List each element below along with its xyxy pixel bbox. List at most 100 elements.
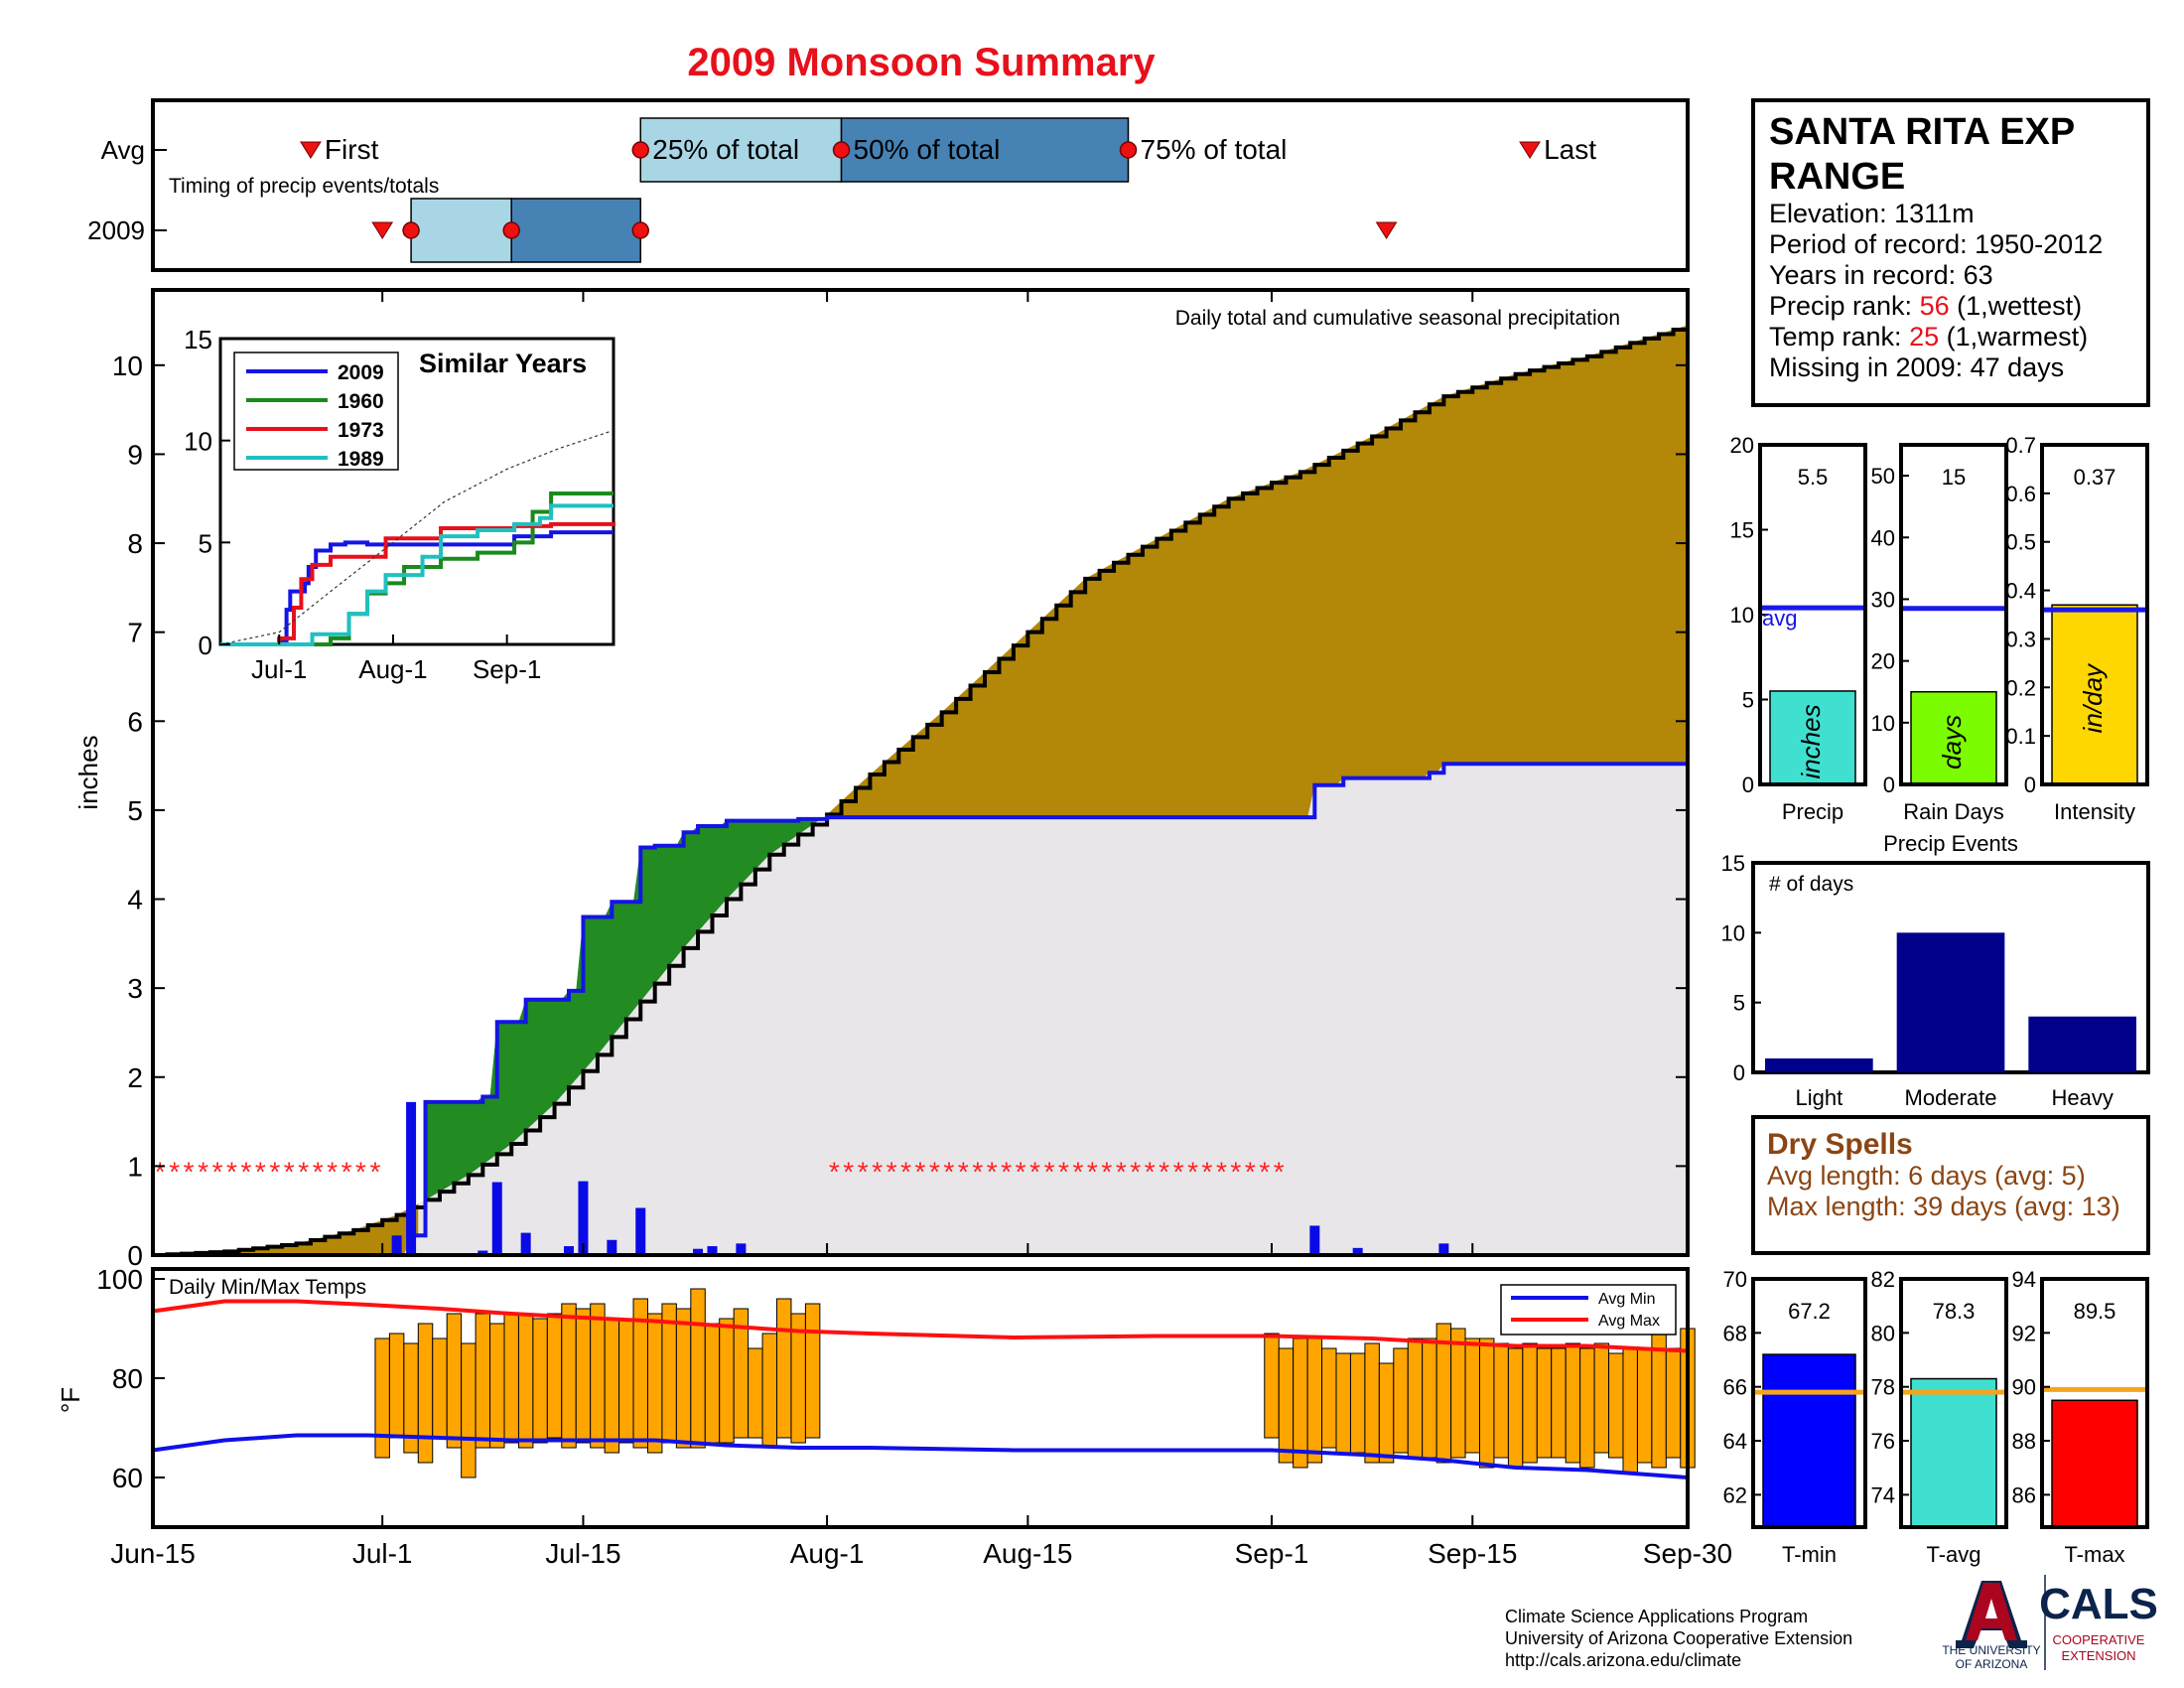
footer-line-3: http://cals.arizona.edu/climate	[1505, 1650, 1741, 1670]
inset-series-1973	[220, 521, 615, 646]
tavg_bar-x-label: T-avg	[1926, 1542, 1980, 1567]
daily-precip-bar	[736, 1243, 747, 1255]
daily-temp-bar	[1551, 1347, 1567, 1459]
missing-day-marker: *	[212, 1156, 223, 1187]
intensity_bar-value-label: 0.37	[2074, 465, 2116, 490]
timing-panel: Avg 2009 First 25% of total 50% of total 75% …	[87, 98, 1690, 272]
precip_bar-unit-label: inches	[1796, 704, 1826, 778]
inset-legend-label: 1973	[338, 419, 384, 442]
missing-day-marker: *	[341, 1156, 352, 1187]
missing-day-marker: *	[1187, 1156, 1198, 1187]
cals-line-1: COOPERATIVE	[2053, 1632, 2145, 1647]
timing-first-triangle	[300, 141, 322, 159]
daily-precip-bar	[693, 1248, 704, 1255]
deficit-fill	[160, 1203, 419, 1255]
elevation: Elevation: 1311m	[1769, 199, 1975, 228]
missing-day-marker: *	[1072, 1156, 1083, 1187]
daily-precip-bar	[406, 1101, 417, 1255]
events-y-tick-label: 5	[1733, 991, 1745, 1016]
station-name: SANTA RITA EXP	[1769, 111, 2075, 153]
daily-temp-bar	[461, 1342, 477, 1478]
daily-temp-bar	[432, 1337, 448, 1439]
missing-day-marker: *	[169, 1156, 180, 1187]
y-tick-label: 3	[127, 973, 143, 1004]
daily-temp-bar	[532, 1318, 548, 1444]
timing-row-label: 2009	[87, 215, 145, 245]
daily-temp-bar	[1349, 1352, 1366, 1454]
dry-spells-frame	[1751, 1115, 2150, 1255]
timing-50-75-box	[510, 198, 642, 263]
daily-precip-bar	[1309, 1225, 1320, 1255]
missing-day-marker: *	[226, 1156, 237, 1187]
raindays_bar-unit-label: days	[1937, 715, 1967, 770]
events-category-label: Moderate	[1905, 1085, 1997, 1110]
daily-temp-bar	[604, 1318, 620, 1454]
missing-day-marker: *	[872, 1156, 883, 1187]
missing-day-marker: *	[255, 1156, 266, 1187]
daily-temp-bar	[1321, 1347, 1337, 1449]
daily-temp-bar	[561, 1303, 577, 1449]
missing-day-marker: *	[1216, 1156, 1227, 1187]
timing-last-triangle	[1375, 221, 1398, 239]
missing-day-marker: *	[858, 1156, 869, 1187]
events-title: Precip Events	[1883, 831, 2018, 856]
intensity_bar-y-tick-label: 0	[2024, 773, 2036, 797]
intensity_bar-y-tick-label: 0.6	[2005, 482, 2036, 506]
x-tick-label: Jul-15	[545, 1538, 620, 1569]
temps-frame	[151, 1267, 1690, 1529]
x-tick-label: Sep-15	[1428, 1538, 1517, 1569]
y-axis-label: inches	[73, 735, 103, 809]
events-bar	[1765, 1057, 1873, 1072]
y-tick-label: 4	[127, 885, 143, 915]
daily-temp-bar	[489, 1323, 505, 1449]
tavg_bar-y-tick-label: 78	[1871, 1375, 1895, 1400]
missing-day-marker: *	[155, 1156, 166, 1187]
temps-y-tick-label: 100	[96, 1264, 143, 1295]
precip_bar-y-tick-label: 0	[1742, 773, 1754, 797]
avg-min-line	[152, 1433, 1689, 1479]
daily-temp-bar	[1378, 1362, 1395, 1464]
daily-temp-bar	[1565, 1342, 1581, 1464]
daily-temp-bar	[1464, 1337, 1480, 1454]
precip_bar-value-bar	[1769, 690, 1856, 785]
timing-title: Timing of precip events/totals	[169, 175, 439, 198]
main-subtitle: Daily total and cumulative seasonal prec…	[1175, 307, 1620, 330]
daily-temp-bar	[546, 1313, 563, 1439]
daily-temp-bar	[761, 1333, 778, 1449]
intensity_bar-y-tick-label: 0.3	[2005, 627, 2036, 651]
timing-last-label: Last	[1544, 134, 1596, 165]
tmax_bar-y-tick-label: 90	[2012, 1375, 2036, 1400]
main-frame	[151, 288, 1690, 1257]
missing-day-marker: *	[1116, 1156, 1127, 1187]
y-tick-label: 1	[127, 1151, 143, 1182]
footer-line-1: Climate Science Applications Program	[1505, 1607, 1808, 1626]
missing-day-marker: *	[355, 1156, 366, 1187]
intensity_bar-x-label: Intensity	[2054, 799, 2135, 824]
ua-line-2: OF ARIZONA	[1956, 1657, 2028, 1671]
raindays_bar-y-tick-label: 50	[1871, 464, 1895, 489]
timing-p25-label: 25% of total	[652, 134, 799, 165]
daily-precip-bar	[1352, 1247, 1363, 1255]
events-category-label: Light	[1795, 1085, 1843, 1110]
events-category-label: Heavy	[2051, 1085, 2113, 1110]
missing-day-marker: *	[1202, 1156, 1213, 1187]
inset-x-tick-label: Sep-1	[473, 654, 541, 684]
tavg_bar-value-label: 78.3	[1933, 1299, 1976, 1324]
raindays_bar-y-tick-label: 30	[1871, 587, 1895, 612]
daily-temp-bar	[748, 1347, 763, 1439]
daily-temp-bar	[417, 1323, 434, 1464]
precip_bar-y-tick-label: 15	[1730, 518, 1754, 543]
timing-p75-marker	[1119, 141, 1138, 159]
dry-spells-avg: Avg length: 6 days (avg: 5)	[1767, 1161, 2086, 1191]
dry-spells-title: Dry Spells	[1767, 1128, 1913, 1161]
y-tick-label: 9	[127, 439, 143, 470]
inset-y-tick-label: 15	[184, 325, 212, 354]
x-tick-label: Aug-1	[790, 1538, 865, 1569]
tmax_bar-y-tick-label: 86	[2012, 1482, 2036, 1507]
missing-days: Missing in 2009: 47 days	[1769, 352, 2064, 382]
tmax_bar-y-tick-label: 92	[2012, 1321, 2036, 1345]
missing-day-marker: *	[240, 1156, 251, 1187]
temperature-bars-panel: 62 64 66 68 70 67.2 T-min 74 76 78 80 82 78.3 T-avg 86…	[1723, 1267, 2149, 1567]
timing-p25-marker	[631, 141, 650, 159]
